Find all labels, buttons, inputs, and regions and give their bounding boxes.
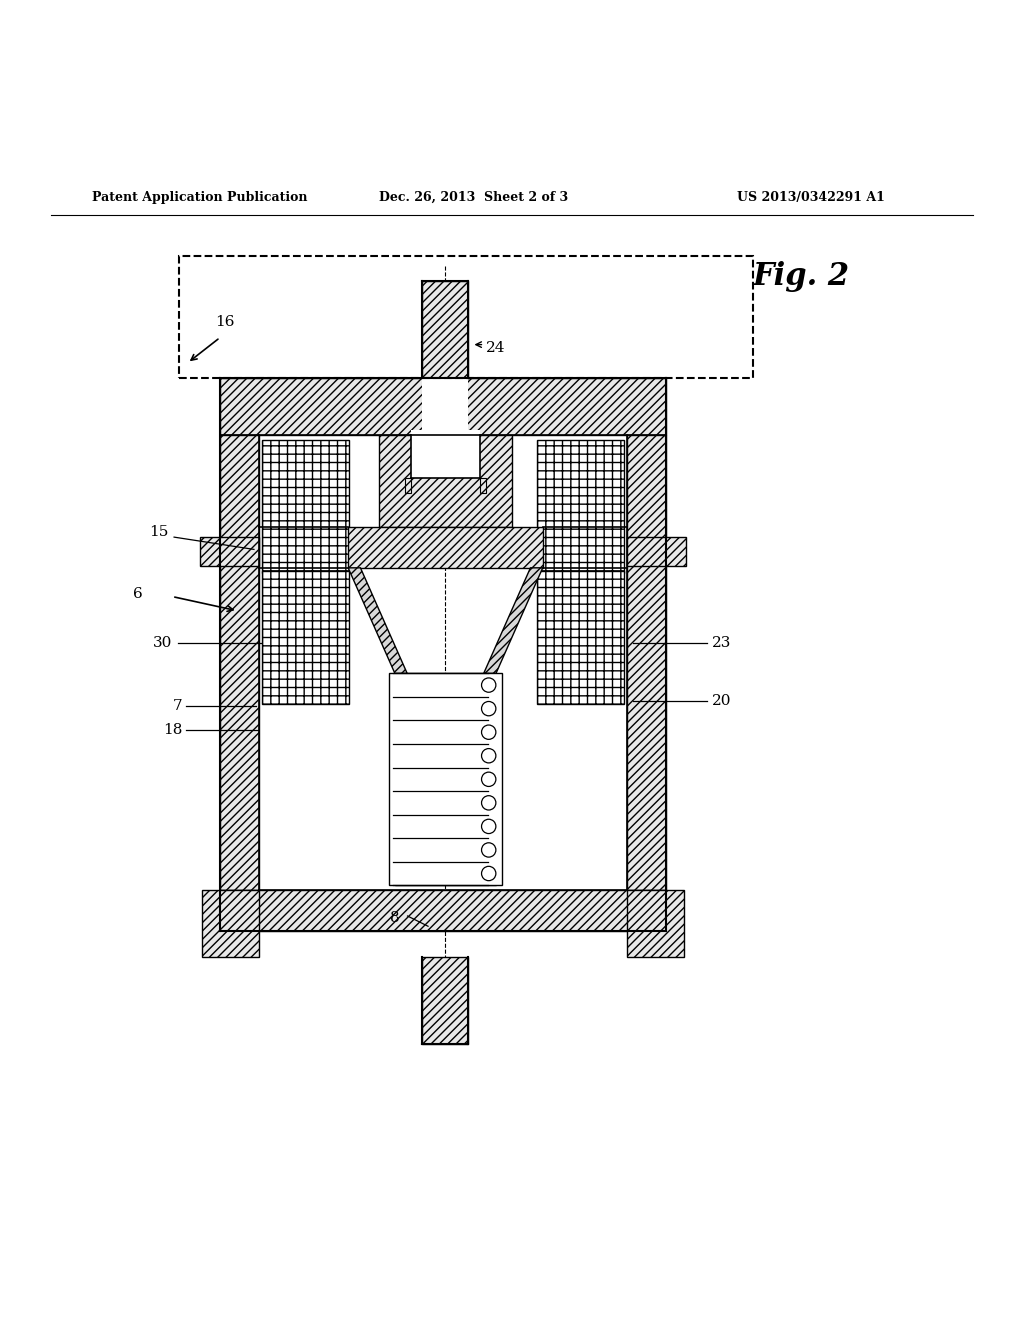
Polygon shape [348,568,408,673]
Text: 16: 16 [215,315,234,329]
Bar [220,379,666,434]
Text: 24: 24 [486,341,506,355]
Bar [262,572,349,704]
Bar [537,572,624,704]
Text: US 2013/0342291 A1: US 2013/0342291 A1 [737,190,885,203]
Text: 23: 23 [712,636,731,649]
Bar [406,478,412,494]
Bar [627,537,686,566]
Bar [479,478,486,494]
Bar [422,957,468,1044]
Text: 7: 7 [173,700,182,713]
Bar [379,434,512,527]
Polygon shape [483,568,543,673]
Text: 20: 20 [712,694,731,708]
Bar [348,527,543,568]
Text: Dec. 26, 2013  Sheet 2 of 3: Dec. 26, 2013 Sheet 2 of 3 [379,190,568,203]
Bar [537,440,624,573]
Bar [411,429,479,478]
Bar [627,434,666,891]
Bar [262,440,349,573]
Bar [422,281,468,379]
Text: Fig. 2: Fig. 2 [753,260,850,292]
Text: 8: 8 [390,911,399,925]
Bar [179,256,753,379]
Bar [202,891,259,957]
Text: 6: 6 [133,587,143,602]
Bar [422,379,468,434]
Bar [200,537,259,566]
Bar [220,891,666,932]
Bar [627,891,684,957]
Bar [395,673,496,886]
Text: 18: 18 [163,722,182,737]
Bar [389,673,502,886]
Text: 15: 15 [150,525,169,539]
Text: Patent Application Publication: Patent Application Publication [92,190,307,203]
Text: 30: 30 [153,636,172,649]
Bar [220,434,259,891]
